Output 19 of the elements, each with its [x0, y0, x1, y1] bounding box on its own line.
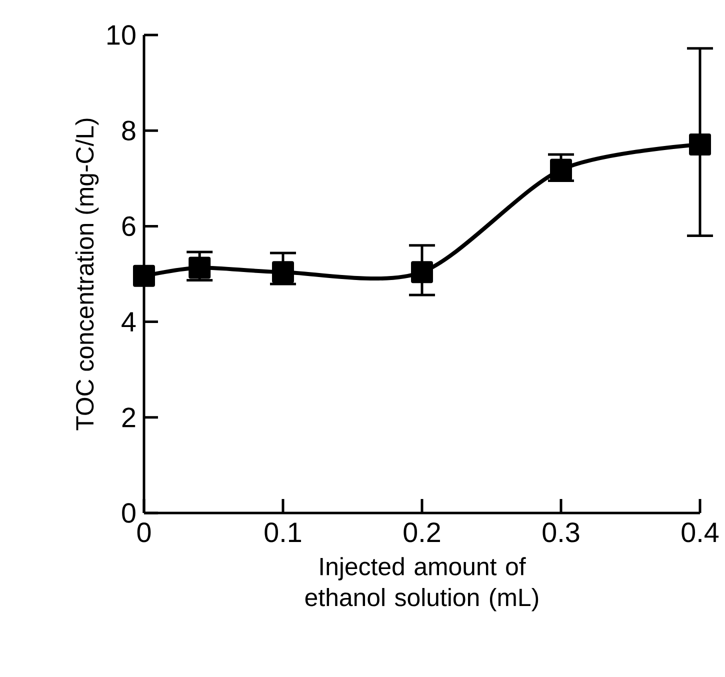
- point: [411, 261, 434, 284]
- y-tick-label: 0: [122, 503, 136, 523]
- x-tick-label: 0: [137, 522, 151, 542]
- y-tick-label: 10: [108, 25, 136, 45]
- y-tick-label: 2: [122, 408, 136, 428]
- x-tick-label: 0.4: [682, 522, 719, 542]
- y-tick-label: 8: [122, 120, 136, 140]
- point: [550, 158, 572, 181]
- x-tick-label: 0.2: [404, 522, 440, 542]
- point: [272, 261, 294, 284]
- point: [188, 256, 211, 279]
- point: [689, 133, 712, 156]
- x-tick-label: 0.3: [542, 522, 580, 542]
- x-tick-label: 0.1: [264, 522, 302, 542]
- y-tick-label: 6: [122, 216, 136, 236]
- x-axis-title: Injected amount of ethanol solution (mL): [305, 557, 538, 612]
- y-tick-label: 4: [122, 312, 136, 332]
- point: [133, 264, 155, 287]
- y-axis-title: TOC concentration (mg-C/L): [75, 118, 99, 430]
